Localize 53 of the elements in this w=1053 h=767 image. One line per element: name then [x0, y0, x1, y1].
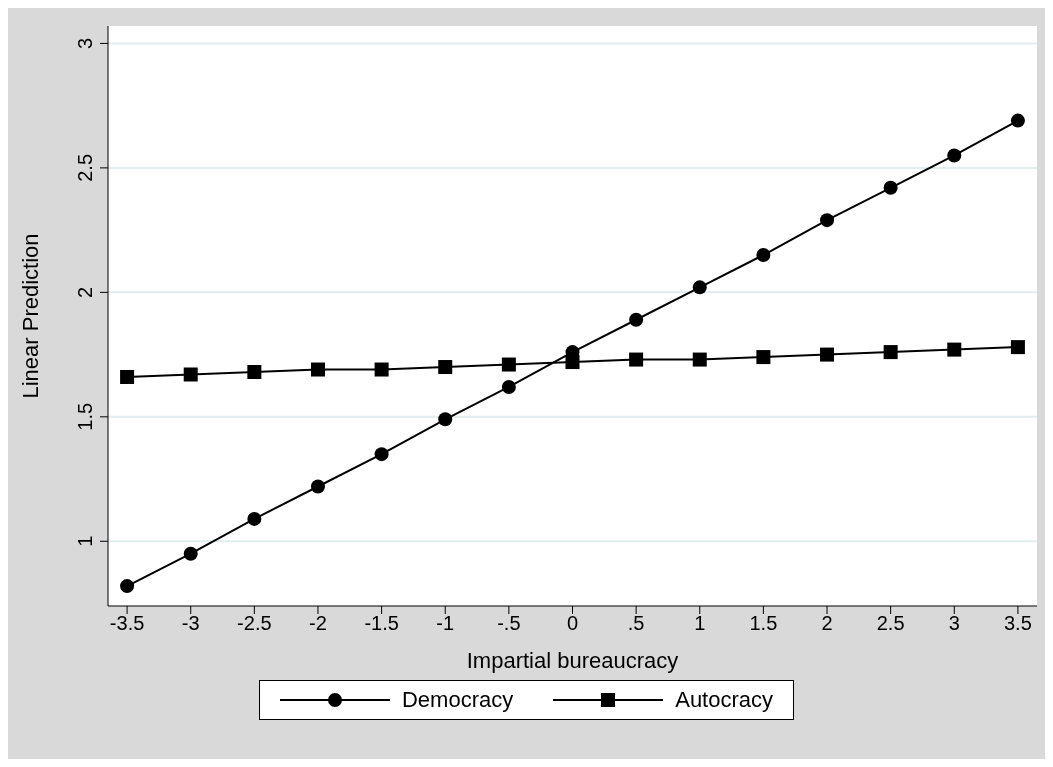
x-tick-label: -2.5 — [237, 612, 272, 635]
point — [692, 352, 707, 367]
point — [947, 148, 962, 163]
x-tick-label: -1 — [436, 612, 455, 635]
legend-label: Autocracy — [675, 687, 774, 713]
point — [310, 479, 325, 494]
y-tick-label: 2 — [74, 286, 96, 298]
point — [120, 579, 135, 594]
x-tick-label: 1 — [694, 612, 706, 635]
point — [565, 355, 580, 370]
point — [1010, 340, 1025, 355]
x-tick-label: .5 — [627, 612, 645, 635]
point — [120, 369, 135, 384]
x-tick-label: -.5 — [497, 612, 521, 635]
point — [247, 511, 262, 526]
point — [374, 362, 389, 377]
legend-label: Democracy — [401, 687, 514, 713]
point — [883, 180, 898, 195]
point — [820, 347, 835, 362]
point — [629, 312, 644, 327]
x-axis-title: Impartial bureaucracy — [466, 648, 679, 673]
x-tick-label: -3.5 — [109, 612, 145, 635]
y-axis-title: Linear Prediction — [17, 233, 43, 399]
y-tick-label: 2.5 — [74, 153, 96, 182]
point — [247, 365, 262, 380]
point — [438, 412, 453, 427]
x-tick-label: 3 — [948, 612, 960, 635]
x-tick-label: 3.5 — [1004, 612, 1032, 635]
point — [374, 447, 389, 462]
point — [883, 345, 898, 360]
point — [183, 367, 198, 382]
point — [820, 213, 835, 228]
y-tick-label: 1 — [74, 535, 96, 547]
point — [629, 352, 644, 367]
point — [1010, 113, 1025, 128]
x-tick-label: 2.5 — [876, 612, 905, 635]
point — [947, 342, 962, 357]
point — [183, 546, 198, 561]
x-tick-label: -1.5 — [364, 612, 399, 635]
x-tick-label: -2 — [309, 612, 327, 635]
point — [756, 248, 771, 263]
point — [310, 362, 325, 377]
x-tick-label: 1.5 — [749, 612, 778, 635]
point — [501, 379, 516, 394]
point — [692, 280, 707, 295]
x-tick-label: -3 — [181, 612, 200, 635]
point — [756, 350, 771, 365]
x-tick-label: 0 — [566, 612, 579, 635]
point — [501, 357, 516, 372]
y-tick-label: 1.5 — [74, 402, 96, 431]
x-tick-label: 2 — [821, 612, 833, 635]
y-tick-label: 3 — [74, 37, 96, 49]
point — [438, 360, 453, 375]
